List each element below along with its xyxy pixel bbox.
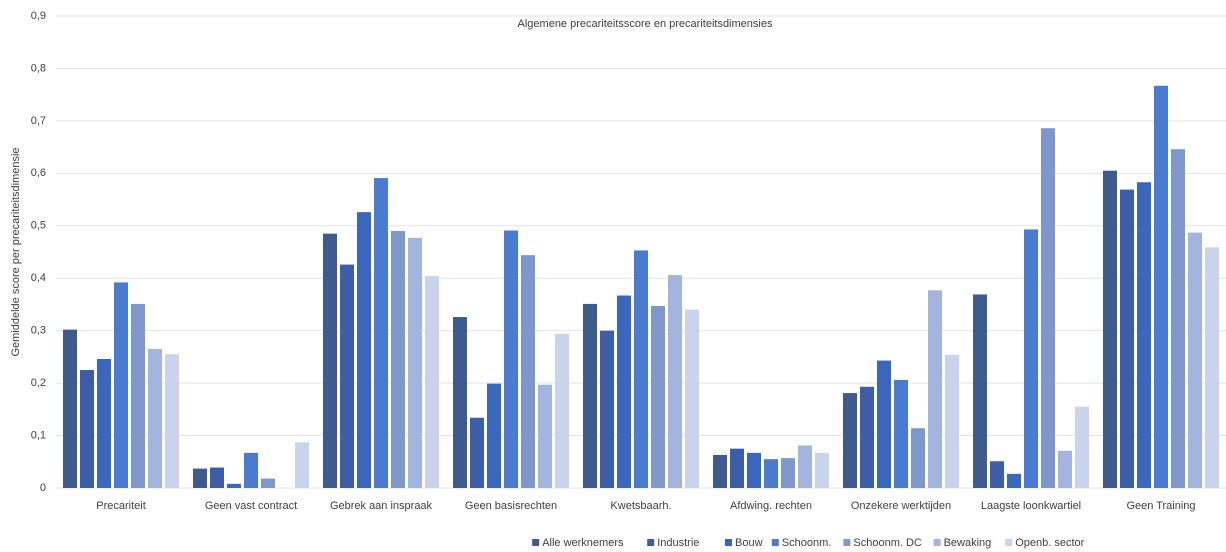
bar: [323, 233, 337, 488]
bar: [877, 360, 891, 488]
legend-swatch: [843, 539, 851, 546]
legend-swatch: [647, 539, 655, 546]
bar: [843, 393, 857, 488]
bar: [148, 349, 162, 488]
legend-swatch: [725, 539, 732, 546]
bar: [617, 295, 631, 488]
bar: [1024, 229, 1038, 488]
bar: [114, 282, 128, 488]
bar: [408, 237, 422, 488]
bar: [1058, 450, 1072, 488]
y-tick-label: 0,4: [31, 272, 46, 284]
y-tick-label: 0,9: [31, 10, 46, 22]
bar: [945, 354, 959, 488]
bar: [928, 290, 942, 488]
bar: [600, 330, 614, 488]
x-tick-label: Geen vast contract: [205, 500, 297, 512]
bar: [634, 250, 648, 488]
bar: [193, 468, 207, 488]
bar: [210, 467, 224, 488]
x-tick-label: Gebrek aan inspraak: [330, 500, 433, 512]
bar: [374, 178, 388, 488]
chart-title: Algemene precariteitsscore en precaritei…: [518, 18, 773, 30]
x-tick-label: Afdwing. rechten: [730, 500, 812, 512]
bar: [668, 275, 682, 488]
bar: [504, 230, 518, 488]
bar: [470, 417, 484, 488]
legend-swatch: [1005, 539, 1013, 546]
legend-label: Schoonm.: [782, 537, 832, 549]
bar: [1075, 406, 1089, 488]
bar: [131, 303, 145, 488]
x-tick-label: Geen basisrechten: [465, 500, 557, 512]
bar: [730, 448, 744, 488]
y-axis-label: Gemiddelde score per precariteitsdimensi…: [10, 147, 22, 356]
bar: [425, 276, 439, 488]
bar: [295, 442, 309, 488]
legend-swatch: [771, 539, 779, 546]
bar: [244, 452, 258, 488]
legend-label: Bouw: [735, 537, 763, 549]
bar: [63, 329, 77, 488]
bar: [555, 333, 569, 488]
y-tick-label: 0: [40, 482, 46, 494]
bar: [538, 384, 552, 488]
bar: [80, 370, 94, 488]
bar: [261, 478, 275, 488]
y-tick-label: 0,7: [31, 115, 46, 127]
bar: [487, 383, 501, 488]
bar: [894, 379, 908, 488]
bar: [747, 452, 761, 488]
bar: [651, 306, 665, 488]
bar: [97, 358, 111, 488]
y-tick-label: 0,1: [31, 429, 46, 441]
legend-label: Bewaking: [944, 537, 992, 549]
bar: [453, 317, 467, 488]
y-tick-label: 0,5: [31, 220, 46, 232]
x-tick-label: Laagste loonkwartiel: [981, 500, 1081, 512]
x-tick-label: Geen Training: [1126, 500, 1195, 512]
bar: [391, 231, 405, 488]
bar: [1120, 189, 1134, 488]
y-tick-label: 0,3: [31, 325, 46, 337]
bar: [781, 458, 795, 488]
bar: [340, 264, 354, 488]
legend-label: Openb. sector: [1015, 537, 1084, 549]
bar: [713, 454, 727, 488]
bar: [685, 309, 699, 488]
bar: [815, 452, 829, 488]
bar: [357, 212, 371, 489]
bar: [798, 445, 812, 488]
x-tick-label: Onzekere werktijden: [851, 500, 951, 512]
bar: [165, 354, 179, 488]
bar: [1041, 128, 1055, 488]
bar: [990, 461, 1004, 488]
bar: [521, 255, 535, 488]
legend-label: Alle werknemers: [542, 537, 624, 549]
bar: [860, 386, 874, 488]
x-tick-label: Precariteit: [96, 500, 146, 512]
x-tick-label: Kwetsbaarh.: [610, 500, 671, 512]
y-tick-label: 0,6: [31, 167, 46, 179]
bar: [1103, 170, 1117, 488]
legend-label: Industrie: [657, 537, 699, 549]
bar: [1188, 232, 1202, 488]
bar: [973, 294, 987, 488]
bar: [1205, 247, 1219, 488]
bar: [1154, 85, 1168, 489]
bar: [1137, 182, 1151, 488]
legend-swatch: [532, 539, 540, 546]
y-tick-label: 0,2: [31, 377, 46, 389]
bar: [764, 459, 778, 488]
bar: [1007, 473, 1021, 488]
bar: [583, 303, 597, 488]
legend-swatch: [933, 539, 941, 546]
bar: [1171, 149, 1185, 488]
legend-label: Schoonm. DC: [853, 537, 922, 549]
y-tick-label: 0,8: [31, 62, 46, 74]
bar: [227, 483, 241, 488]
bar: [911, 428, 925, 488]
